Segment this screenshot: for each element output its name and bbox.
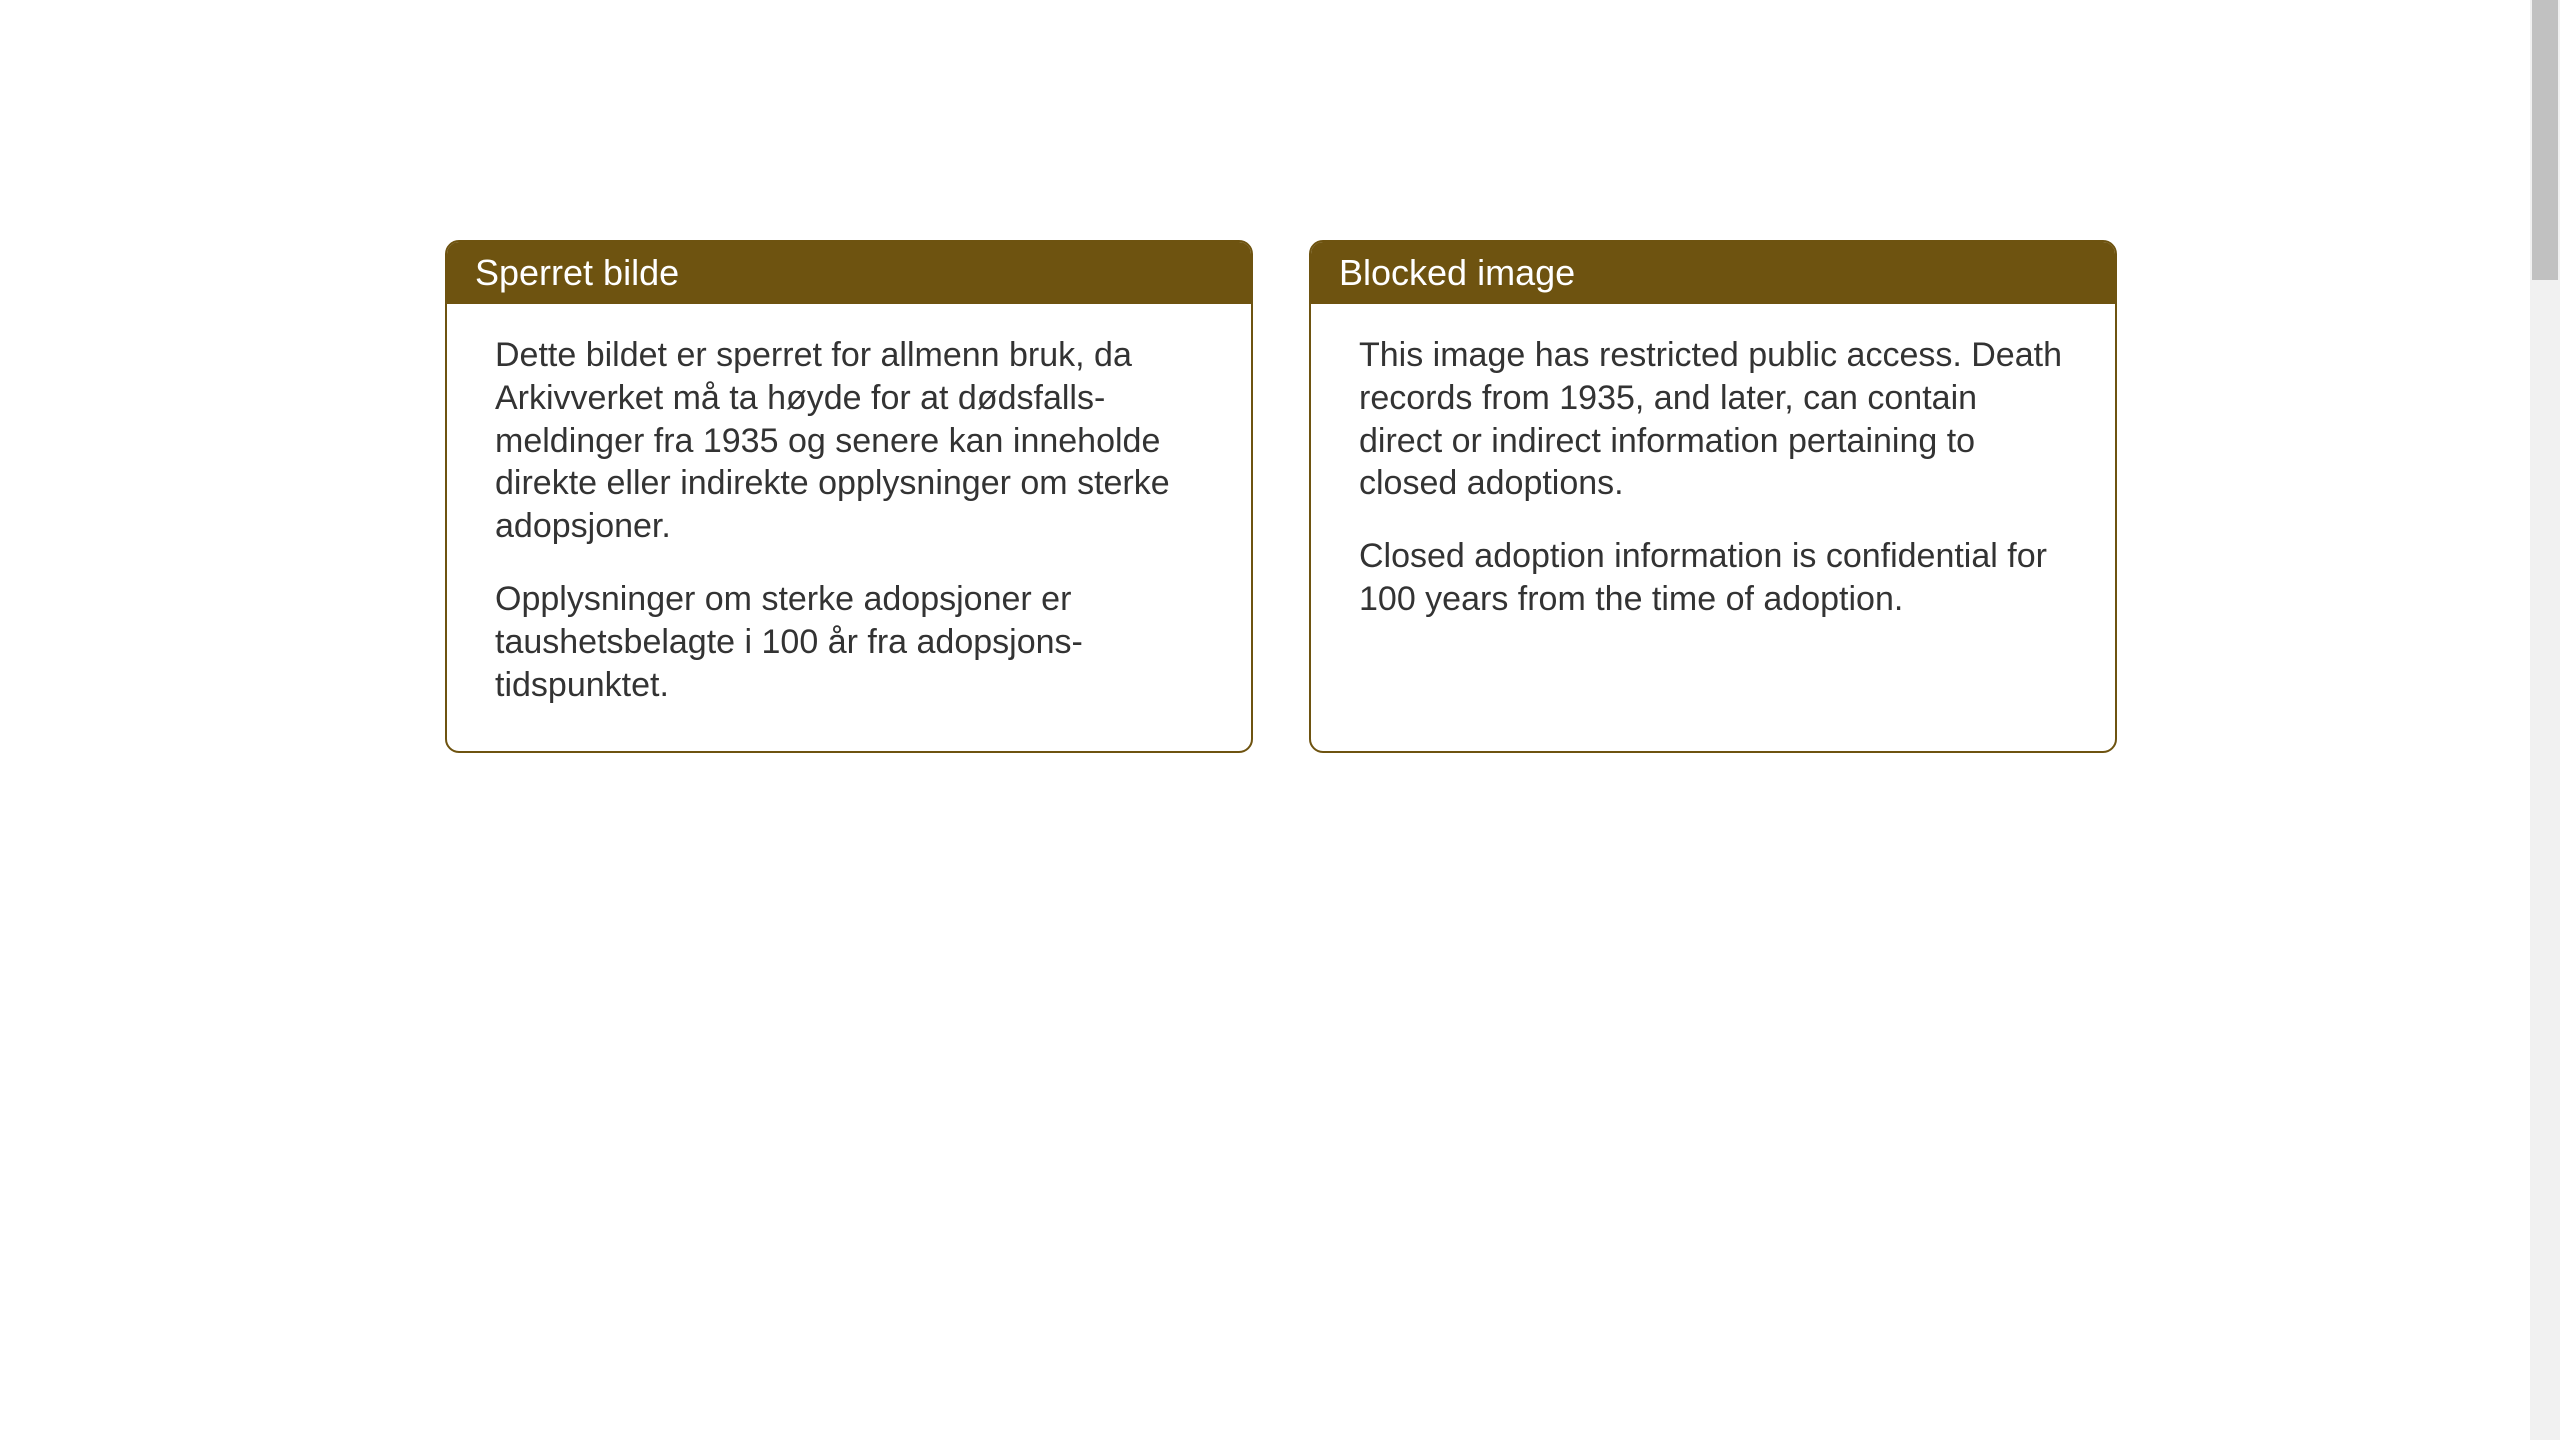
norwegian-paragraph-1: Dette bildet er sperret for allmenn bruk… (495, 334, 1203, 548)
scrollbar-thumb[interactable] (2532, 0, 2558, 280)
notice-cards-container: Sperret bilde Dette bildet er sperret fo… (445, 240, 2117, 753)
english-card-title: Blocked image (1311, 242, 2115, 304)
english-paragraph-1: This image has restricted public access.… (1359, 334, 2067, 505)
norwegian-paragraph-2: Opplysninger om sterke adopsjoner er tau… (495, 578, 1203, 706)
vertical-scrollbar[interactable] (2530, 0, 2560, 1440)
norwegian-card-title: Sperret bilde (447, 242, 1251, 304)
english-card-body: This image has restricted public access.… (1311, 304, 2115, 665)
english-notice-card: Blocked image This image has restricted … (1309, 240, 2117, 753)
english-paragraph-2: Closed adoption information is confident… (1359, 535, 2067, 621)
norwegian-card-body: Dette bildet er sperret for allmenn bruk… (447, 304, 1251, 751)
norwegian-notice-card: Sperret bilde Dette bildet er sperret fo… (445, 240, 1253, 753)
